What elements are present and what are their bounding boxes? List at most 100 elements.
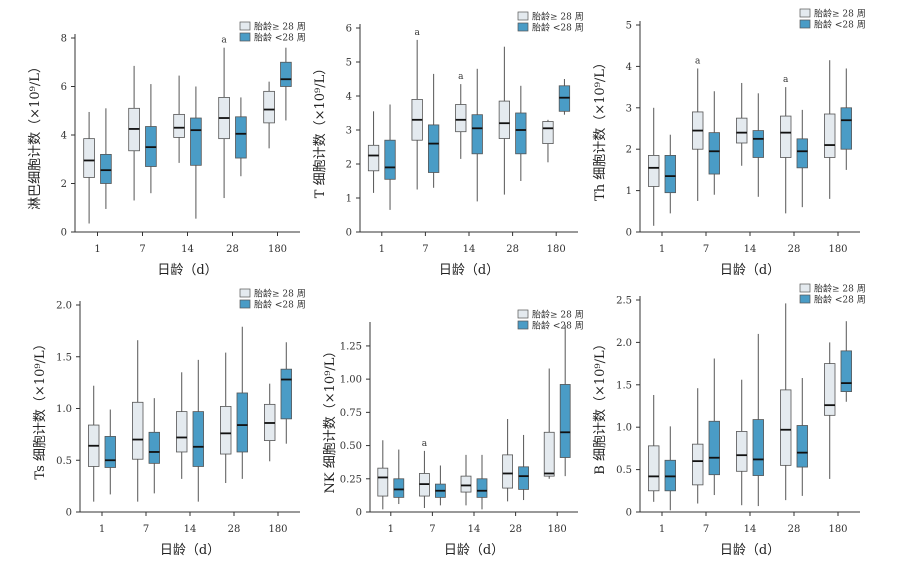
significance-label: a — [458, 72, 464, 82]
legend: 胎龄≥ 28 周胎龄 <28 周 — [517, 11, 584, 34]
y-tick-label: 2.0 — [616, 338, 632, 349]
legend-swatch-ge28 — [799, 8, 811, 18]
y-tick-label: 5 — [626, 21, 632, 32]
y-tick-label: 1.25 — [340, 341, 362, 352]
box-lt28 — [752, 93, 764, 197]
x-tick-label: 7 — [703, 244, 709, 255]
box-rect — [648, 155, 660, 187]
x-tick-label: 7 — [429, 524, 435, 535]
box-ge28 — [692, 68, 704, 201]
box-lt28 — [236, 326, 248, 479]
y-tick-label: 0.5 — [616, 465, 632, 476]
box-rect — [502, 454, 513, 489]
y-axis-title: NK 细胞计数（×10⁹/L） — [323, 345, 338, 494]
box-rect — [840, 107, 852, 150]
legend-swatch-lt28 — [517, 22, 529, 32]
significance-label: a — [414, 28, 420, 38]
x-tick-label: 180 — [547, 244, 566, 255]
box-ge28 — [460, 454, 472, 506]
box-rect — [393, 478, 405, 498]
box-ge28 — [736, 379, 748, 506]
box-ge28 — [367, 111, 380, 193]
box-lt28 — [148, 398, 160, 494]
legend-swatch-ge28 — [517, 309, 529, 319]
box-rect — [664, 155, 676, 194]
box-rect — [498, 100, 510, 139]
x-axis-title: 日龄（d） — [439, 263, 499, 278]
box-rect — [263, 90, 275, 124]
legend-label-ge28: 胎龄≥ 28 周 — [532, 309, 584, 321]
legend-swatch-lt28 — [239, 32, 251, 42]
y-tick-label: 6 — [346, 24, 352, 35]
box-lt28 — [471, 68, 483, 202]
y-tick-label: 4 — [61, 131, 67, 142]
chart-panel-3: 0 1 2 3 4 5 1 7 14 28 180 a a Th 细胞计数（×10⁹/L） 日龄（d） 胎龄≥… — [593, 8, 866, 279]
y-tick-label: 0.5 — [56, 456, 72, 467]
box-rect — [515, 112, 527, 155]
chart-panel-5: 0 0.25 0.50 0.75 1.00 1.25 1 7 14 28 180 a NK 细胞计数（×… — [323, 309, 584, 559]
box-lt28 — [192, 359, 204, 502]
y-tick-label: 1.5 — [56, 352, 72, 363]
box-rect — [190, 117, 202, 166]
x-tick-label: 1 — [659, 244, 665, 255]
y-tick-label: 1.00 — [340, 375, 362, 386]
x-tick-label: 14 — [184, 524, 197, 535]
x-tick-label: 180 — [268, 244, 287, 255]
y-tick-label: 2 — [346, 160, 352, 171]
legend-label-lt28: 胎龄 <28 周 — [532, 320, 584, 332]
box-rect — [780, 115, 792, 158]
box-rect — [192, 411, 204, 467]
y-tick-label: 2.5 — [616, 296, 632, 307]
y-axis-title: Th 细胞计数（×10⁹/L） — [593, 56, 608, 201]
y-tick-label: 3 — [346, 126, 352, 137]
box-lt28 — [664, 134, 676, 214]
legend-swatch-ge28 — [239, 21, 251, 31]
box-rect — [280, 368, 292, 420]
x-axis-title: 日龄（d） — [160, 543, 220, 558]
y-tick-label: 1 — [346, 194, 352, 205]
y-tick-label: 0 — [626, 508, 632, 519]
box-ge28 — [824, 60, 836, 199]
y-tick-label: 0.50 — [340, 441, 362, 452]
box-rect — [518, 466, 529, 490]
legend-swatch-ge28 — [799, 283, 811, 293]
box-rect — [736, 431, 748, 472]
box-ge28 — [780, 303, 792, 501]
box-lt28 — [796, 109, 808, 208]
legend-label-lt28: 胎龄 <28 周 — [254, 299, 306, 311]
box-rect — [840, 350, 852, 392]
legend-label-lt28: 胎龄 <28 周 — [814, 19, 866, 31]
x-tick-label: 180 — [828, 524, 847, 535]
box-rect — [148, 431, 160, 464]
legend: 胎龄≥ 28 周胎龄 <28 周 — [239, 21, 306, 44]
box-rect — [220, 406, 232, 455]
y-tick-label: 0 — [61, 228, 67, 239]
box-rect — [83, 138, 95, 178]
y-tick-label: 1.0 — [56, 404, 72, 415]
x-tick-label: 1 — [379, 244, 385, 255]
box-rect — [780, 389, 792, 466]
x-tick-label: 1 — [99, 524, 105, 535]
y-tick-label: 3 — [626, 103, 632, 114]
box-rect — [471, 114, 483, 155]
box-ge28 — [220, 352, 232, 484]
y-tick-label: 1.5 — [616, 380, 632, 391]
chart-panel-6: 0 0.5 1.0 1.5 2.0 2.5 1 7 14 28 180 B 细胞计数（×10⁹/L） 日… — [593, 283, 866, 559]
box-lt28 — [235, 97, 247, 177]
y-tick-label: 5 — [346, 58, 352, 69]
box-rect — [460, 475, 472, 493]
y-tick-label: 2 — [626, 145, 632, 156]
box-rect — [708, 420, 720, 476]
y-tick-label: 0.75 — [340, 408, 362, 419]
y-axis-title: B 细胞计数（×10⁹/L） — [593, 337, 608, 474]
legend-label-lt28: 胎龄 <28 周 — [254, 32, 306, 44]
box-ge28 — [736, 82, 748, 166]
y-axis-title: T 细胞计数（×10⁹/L） — [313, 62, 328, 198]
box-rect — [104, 436, 116, 468]
box-ge28 — [377, 440, 389, 510]
y-tick-label: 0 — [66, 508, 72, 519]
y-tick-label: 0 — [626, 228, 632, 239]
x-tick-label: 7 — [139, 244, 145, 255]
legend-label-ge28: 胎龄≥ 28 周 — [254, 288, 306, 300]
